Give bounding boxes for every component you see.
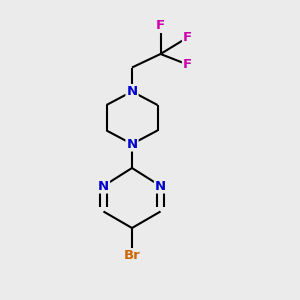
Text: F: F — [183, 58, 192, 71]
Text: F: F — [156, 19, 165, 32]
Text: N: N — [126, 85, 138, 98]
Text: N: N — [155, 179, 166, 193]
Text: N: N — [126, 137, 138, 151]
Text: N: N — [98, 179, 109, 193]
Text: Br: Br — [124, 249, 140, 262]
Text: F: F — [183, 31, 192, 44]
